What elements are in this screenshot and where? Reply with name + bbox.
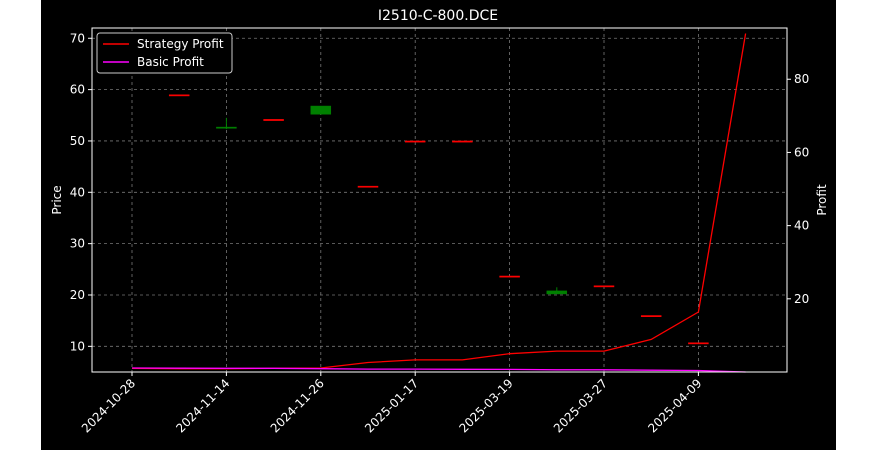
candle-body (263, 119, 284, 121)
figure-background (41, 0, 836, 450)
candle (499, 275, 520, 278)
price-axis-label: Price (50, 185, 64, 214)
plot-frame (91, 27, 788, 373)
candle (357, 185, 379, 188)
candle-body (357, 185, 379, 188)
price-tick-label: 30 (70, 237, 85, 251)
legend-label-basic-profit: Basic Profit (137, 55, 204, 69)
candle (404, 140, 426, 143)
legend-label-strategy-profit: Strategy Profit (137, 37, 224, 51)
candle (688, 342, 709, 345)
candle (546, 287, 568, 295)
price-tick-label: 20 (70, 288, 85, 302)
price-tick-label: 60 (70, 83, 85, 97)
candle (263, 119, 284, 121)
price-tick-label: 50 (70, 134, 85, 148)
series-line-basic-profit (131, 367, 746, 373)
candle (216, 117, 237, 130)
candle-body (216, 126, 237, 129)
candle (168, 94, 190, 97)
candle-body (168, 94, 190, 97)
profit-lines (131, 33, 747, 373)
price-tick-label: 10 (70, 339, 85, 353)
candle-body (593, 285, 615, 288)
profit-tick-label: 80 (794, 72, 809, 86)
candle (593, 285, 615, 288)
candle (310, 105, 332, 115)
candle-body (310, 105, 332, 115)
price-axis: 10 20 30 40 50 60 70 (70, 31, 92, 353)
candle (452, 140, 473, 143)
candle-body (546, 290, 568, 295)
candle-body (640, 315, 662, 317)
candle-body (499, 275, 520, 278)
profit-tick-label: 20 (794, 292, 809, 306)
price-tick-label: 70 (70, 31, 85, 45)
candlestick-series (168, 94, 709, 345)
price-tick-label: 40 (70, 185, 85, 199)
candle-body (452, 140, 473, 143)
profit-axis: 20 40 60 80 (787, 72, 809, 306)
profit-tick-label: 40 (794, 219, 809, 233)
profit-axis-label: Profit (815, 184, 829, 216)
legend: Strategy Profit Basic Profit (96, 32, 233, 74)
candle (640, 315, 662, 317)
profit-tick-label: 60 (794, 145, 809, 159)
candle-body (688, 342, 709, 345)
chart-title: I2510-C-800.DCE (378, 8, 498, 24)
legend-box (96, 32, 233, 74)
candle-body (404, 140, 426, 143)
